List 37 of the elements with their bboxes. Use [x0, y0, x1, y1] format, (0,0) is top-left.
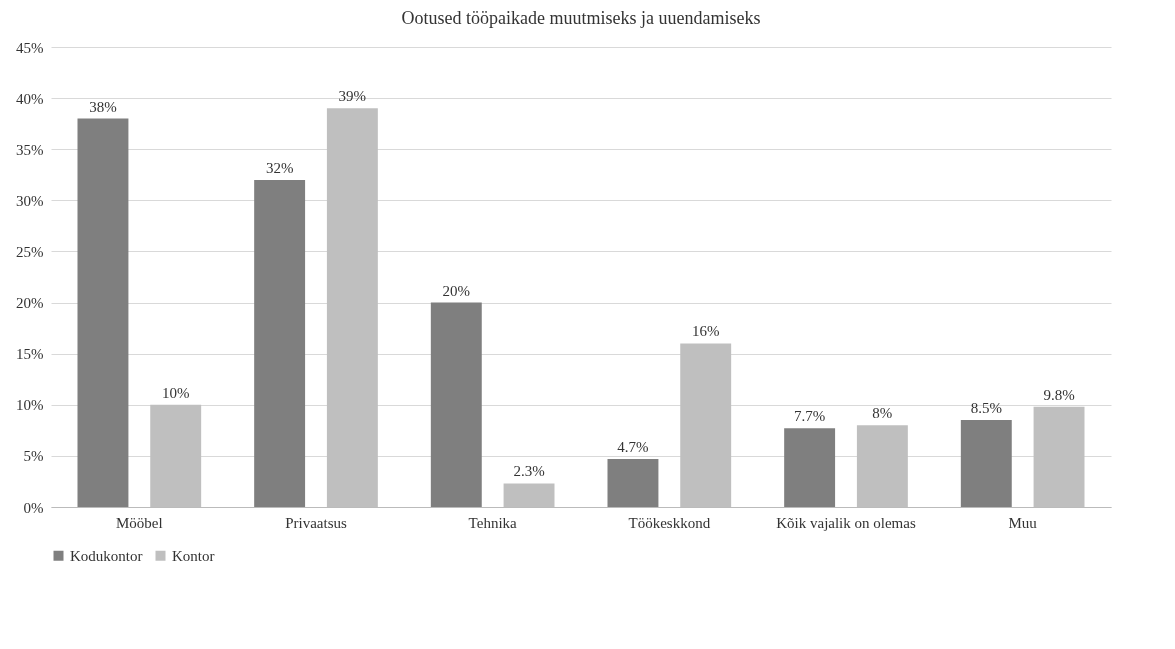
y-tick-label: 30%	[16, 192, 44, 209]
y-tick-label: 25%	[16, 243, 44, 260]
x-tick-label: Töökeskkond	[628, 514, 711, 531]
bar	[77, 118, 129, 507]
data-label: 9.8%	[1043, 386, 1075, 403]
bar	[430, 302, 482, 507]
data-label: 32%	[265, 159, 294, 176]
data-label: 38%	[89, 98, 117, 115]
data-label: 2.3%	[513, 463, 545, 480]
bar	[960, 420, 1012, 507]
bar	[784, 428, 836, 507]
data-label: 4.7%	[617, 438, 649, 455]
data-label: 16%	[691, 323, 720, 340]
legend-label: Kontor	[172, 547, 215, 564]
x-tick-label: Tehnika	[468, 514, 518, 531]
data-label: 10%	[161, 384, 190, 401]
data-label: 20%	[442, 282, 471, 299]
y-tick-label: 40%	[16, 90, 44, 107]
bar	[607, 458, 659, 507]
chart-title: Ootused tööpaikade muutmiseks ja uuendamiseks	[401, 8, 761, 28]
bar	[254, 179, 306, 507]
y-tick-label: 10%	[16, 397, 44, 414]
x-tick-label: Privaatsus	[285, 514, 347, 531]
y-tick-label: 20%	[16, 295, 44, 312]
y-tick-label: 0%	[23, 499, 44, 516]
legend-label: Kodukontor	[70, 547, 143, 564]
data-label: 7.7%	[794, 408, 826, 425]
x-tick-label: Muu	[1008, 514, 1038, 531]
x-tick-label: Kõik vajalik on olemas	[776, 514, 916, 531]
y-tick-label: 35%	[16, 141, 44, 158]
x-tick-label: Mööbel	[116, 514, 163, 531]
y-tick-label: 5%	[23, 448, 44, 465]
y-tick-label: 45%	[16, 39, 44, 56]
data-label: 8.5%	[970, 400, 1002, 417]
y-tick-label: 15%	[16, 346, 44, 363]
data-label: 39%	[338, 88, 367, 105]
data-label: 8%	[872, 405, 893, 422]
